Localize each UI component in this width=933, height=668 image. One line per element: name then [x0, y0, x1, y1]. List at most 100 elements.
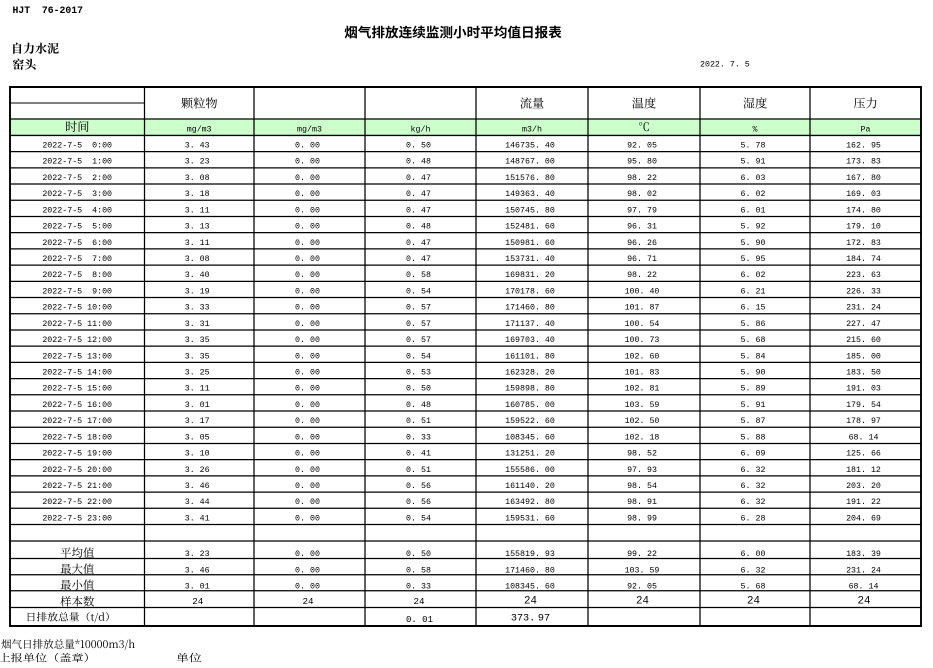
svg-text:6. 32: 6. 32: [741, 466, 766, 475]
svg-text:3. 10: 3. 10: [185, 450, 210, 459]
svg-text:95. 80: 95. 80: [627, 158, 657, 167]
svg-text:kg/h: kg/h: [411, 124, 431, 134]
svg-text:173. 83: 173. 83: [846, 158, 881, 167]
svg-text:0. 00: 0. 00: [295, 304, 320, 313]
svg-text:0. 48: 0. 48: [406, 401, 431, 410]
svg-text:169703. 40: 169703. 40: [505, 336, 555, 345]
svg-text:92. 05: 92. 05: [627, 582, 657, 591]
svg-text:0. 00: 0. 00: [295, 514, 320, 523]
svg-text:6. 02: 6. 02: [741, 271, 766, 280]
svg-text:2022-7-5 6:00: 2022-7-5 6:00: [42, 239, 112, 248]
svg-text:0. 47: 0. 47: [406, 255, 431, 264]
svg-text:103. 59: 103. 59: [625, 566, 660, 575]
svg-text:97. 93: 97. 93: [627, 466, 657, 475]
svg-text:3. 17: 3. 17: [185, 417, 210, 426]
svg-text:171137. 40: 171137. 40: [505, 320, 555, 329]
svg-text:231. 24: 231. 24: [846, 304, 881, 313]
svg-text:2022-7-5 11:00: 2022-7-5 11:00: [42, 320, 112, 329]
svg-text:3. 40: 3. 40: [185, 271, 210, 280]
svg-text:161140. 20: 161140. 20: [505, 482, 555, 491]
svg-text:226. 33: 226. 33: [846, 287, 881, 296]
svg-text:2022-7-5 19:00: 2022-7-5 19:00: [42, 450, 112, 459]
svg-text:181. 12: 181. 12: [846, 466, 881, 475]
svg-text:169. 03: 169. 03: [846, 190, 881, 199]
svg-text:3. 35: 3. 35: [185, 336, 210, 345]
svg-text:159522. 60: 159522. 60: [505, 417, 555, 426]
svg-text:0. 54: 0. 54: [406, 287, 431, 296]
svg-text:159898. 80: 159898. 80: [505, 385, 555, 394]
svg-text:0. 48: 0. 48: [406, 223, 431, 232]
svg-text:155819. 93: 155819. 93: [505, 550, 555, 559]
svg-text:3. 46: 3. 46: [185, 566, 210, 575]
svg-text:3. 44: 3. 44: [185, 498, 210, 507]
svg-text:151576. 80: 151576. 80: [505, 174, 555, 183]
svg-text:24: 24: [413, 596, 425, 607]
svg-text:102. 60: 102. 60: [625, 352, 660, 361]
svg-text:3. 05: 3. 05: [185, 433, 210, 442]
svg-text:6. 32: 6. 32: [741, 482, 766, 491]
svg-text:0. 47: 0. 47: [406, 190, 431, 199]
svg-text:24: 24: [636, 596, 649, 608]
svg-text:3. 08: 3. 08: [185, 174, 210, 183]
svg-text:162328. 20: 162328. 20: [505, 369, 555, 378]
svg-text:3. 23: 3. 23: [185, 550, 210, 559]
svg-text:184. 74: 184. 74: [846, 255, 881, 264]
svg-text:0. 00: 0. 00: [295, 271, 320, 280]
svg-text:2022-7-5 8:00: 2022-7-5 8:00: [42, 271, 112, 280]
svg-text:161101. 80: 161101. 80: [505, 352, 555, 361]
svg-text:3. 11: 3. 11: [185, 206, 210, 215]
svg-text:179. 10: 179. 10: [846, 223, 881, 232]
svg-text:183. 50: 183. 50: [846, 369, 881, 378]
svg-text:5. 78: 5. 78: [741, 142, 766, 151]
svg-text:100. 73: 100. 73: [625, 336, 660, 345]
svg-text:2022-7-5 16:00: 2022-7-5 16:00: [42, 401, 112, 410]
svg-text:0. 00: 0. 00: [295, 223, 320, 232]
svg-text:98. 52: 98. 52: [627, 450, 657, 459]
svg-text:2022-7-5 22:00: 2022-7-5 22:00: [42, 498, 112, 507]
svg-text:98. 91: 98. 91: [627, 498, 657, 507]
svg-text:mg/m3: mg/m3: [187, 124, 212, 134]
svg-text:3. 33: 3. 33: [185, 304, 210, 313]
svg-text:3. 23: 3. 23: [185, 158, 210, 167]
svg-text:172. 83: 172. 83: [846, 239, 881, 248]
svg-text:3. 18: 3. 18: [185, 190, 210, 199]
svg-text:6. 09: 6. 09: [741, 450, 766, 459]
svg-text:2022-7-5 0:00: 2022-7-5 0:00: [42, 142, 112, 151]
svg-text:0. 33: 0. 33: [406, 433, 431, 442]
svg-text:98. 99: 98. 99: [627, 514, 657, 523]
svg-text:185. 00: 185. 00: [846, 352, 881, 361]
svg-text:6. 21: 6. 21: [741, 287, 766, 296]
svg-text:6. 28: 6. 28: [741, 514, 766, 523]
svg-text:3. 01: 3. 01: [185, 582, 210, 591]
svg-text:2022-7-5 23:00: 2022-7-5 23:00: [42, 514, 112, 523]
svg-text:102. 81: 102. 81: [625, 385, 660, 394]
svg-text:5. 90: 5. 90: [741, 369, 766, 378]
svg-text:0. 47: 0. 47: [406, 239, 431, 248]
svg-text:125. 66: 125. 66: [846, 450, 881, 459]
svg-text:6. 32: 6. 32: [741, 566, 766, 575]
svg-text:0. 00: 0. 00: [295, 190, 320, 199]
svg-text:24: 24: [858, 596, 871, 608]
svg-text:5. 88: 5. 88: [741, 433, 766, 442]
svg-text:5. 90: 5. 90: [741, 239, 766, 248]
svg-text:3. 43: 3. 43: [185, 142, 210, 151]
svg-text:155586. 00: 155586. 00: [505, 466, 555, 475]
svg-text:96. 31: 96. 31: [627, 223, 657, 232]
svg-text:92. 05: 92. 05: [627, 142, 657, 151]
svg-text:0. 00: 0. 00: [295, 255, 320, 264]
svg-text:0. 53: 0. 53: [406, 369, 431, 378]
svg-text:98. 22: 98. 22: [627, 271, 657, 280]
svg-text:170178. 60: 170178. 60: [505, 287, 555, 296]
svg-text:97: 97: [538, 614, 550, 625]
svg-text:191. 22: 191. 22: [846, 498, 881, 507]
svg-text:148767. 00: 148767. 00: [505, 158, 555, 167]
svg-text:0. 51: 0. 51: [406, 466, 431, 475]
svg-text:2022-7-5 21:00: 2022-7-5 21:00: [42, 482, 112, 491]
svg-text:179. 54: 179. 54: [846, 401, 881, 410]
svg-text:178. 97: 178. 97: [846, 417, 881, 426]
svg-text:163492. 80: 163492. 80: [505, 498, 555, 507]
svg-text:0. 00: 0. 00: [295, 385, 320, 394]
svg-text:0. 41: 0. 41: [406, 450, 431, 459]
svg-text:150745. 80: 150745. 80: [505, 206, 555, 215]
svg-text:0. 00: 0. 00: [295, 336, 320, 345]
